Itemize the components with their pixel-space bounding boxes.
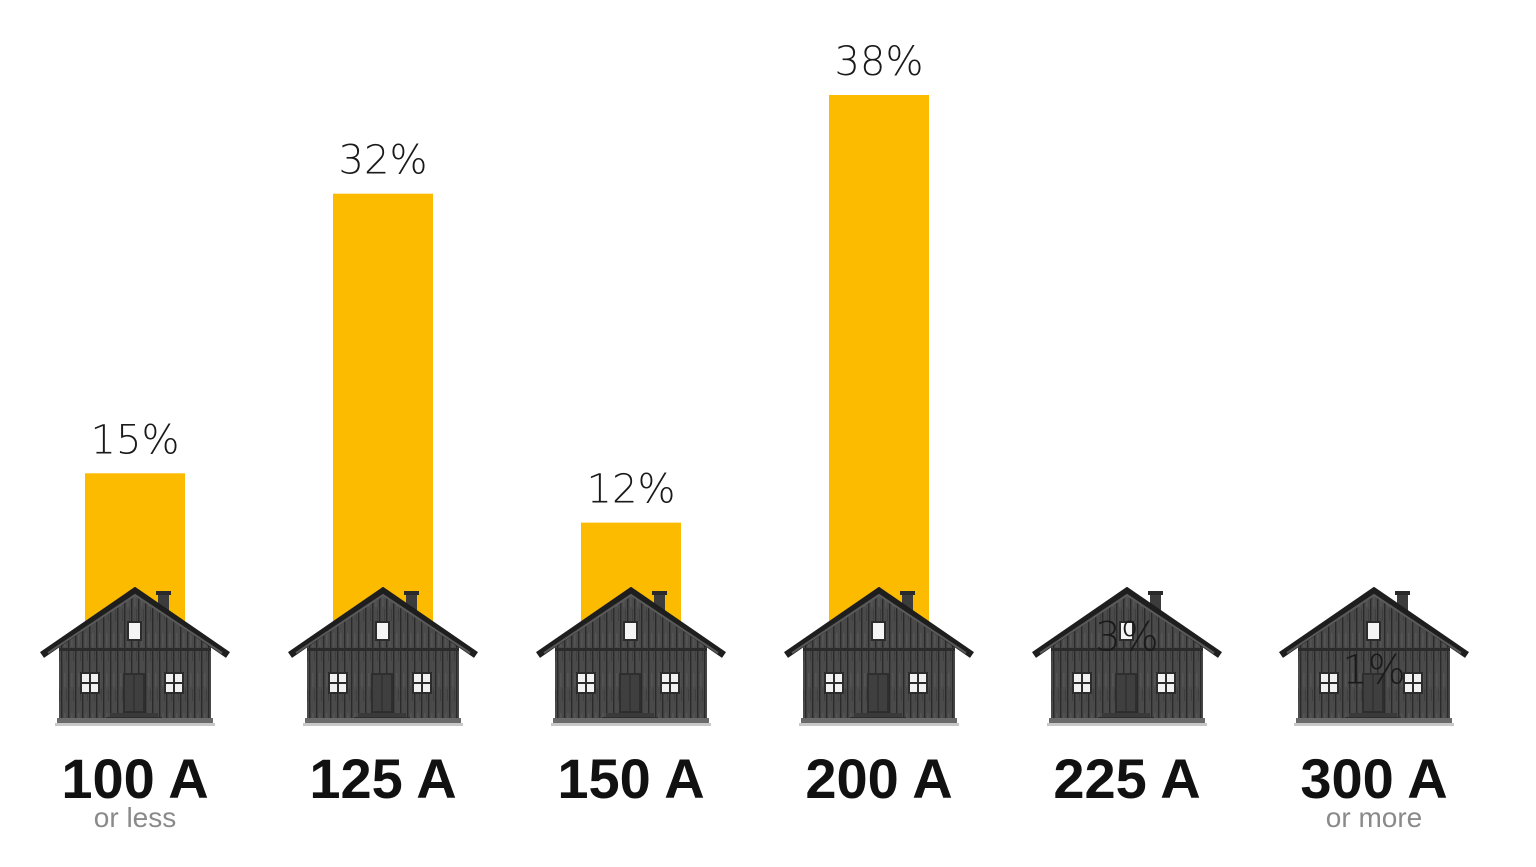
value-label-0: 15% (91, 417, 180, 463)
value-label-4: 3% (1095, 615, 1158, 661)
value-label-3: 38% (835, 39, 924, 85)
category-label-1: 125 A (309, 747, 456, 810)
category-label-0: 100 A (61, 747, 208, 810)
category-label-2: 150 A (557, 747, 704, 810)
category-label-5: 300 A (1300, 747, 1447, 810)
category-sublabel-0: or less (94, 802, 176, 833)
value-label-5: 1% (1342, 648, 1405, 694)
house-icon (786, 591, 972, 726)
category-sublabel-5: or more (1326, 802, 1422, 833)
house-icon (290, 591, 476, 726)
value-label-2: 12% (587, 467, 676, 513)
category-label-3: 200 A (805, 747, 952, 810)
category-label-4: 225 A (1053, 747, 1200, 810)
house-icon (42, 591, 228, 726)
value-label-1: 32% (339, 138, 428, 184)
house-icon (538, 591, 724, 726)
